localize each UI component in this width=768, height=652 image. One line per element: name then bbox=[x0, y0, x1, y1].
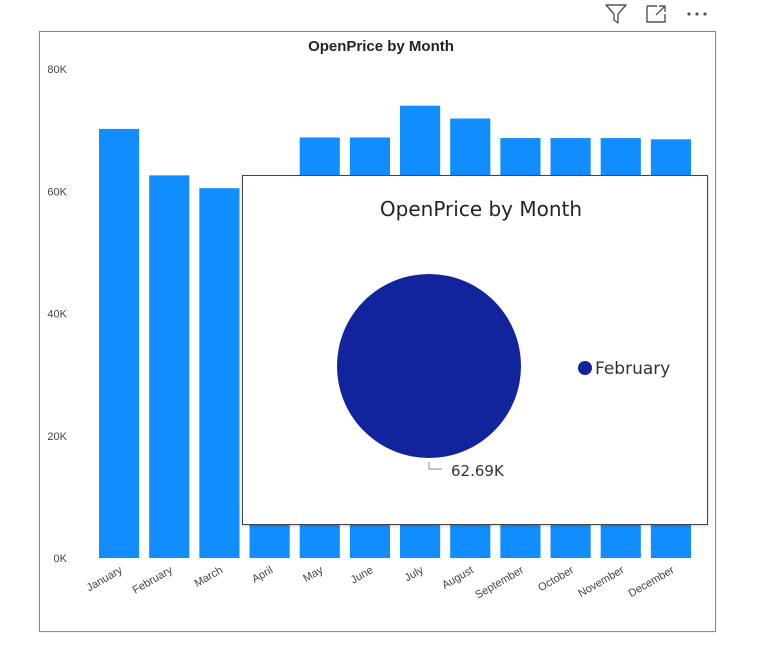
y-tick-label: 40K bbox=[47, 309, 67, 321]
bar-march[interactable] bbox=[199, 188, 240, 558]
y-tick-label: 60K bbox=[47, 186, 67, 198]
y-tick-label: 0K bbox=[54, 553, 68, 565]
y-axis: 0K 20K 40K 60K 80K bbox=[47, 64, 67, 565]
legend-label-february: February bbox=[595, 359, 670, 379]
pie-slice-february[interactable] bbox=[337, 274, 521, 458]
bar-chart-title: OpenPrice by Month bbox=[308, 38, 454, 55]
visual-header-toolbar bbox=[600, 0, 720, 28]
legend-marker-february bbox=[578, 361, 592, 375]
pie-chart-title: OpenPrice by Month bbox=[380, 197, 582, 221]
pie-legend: February bbox=[578, 359, 670, 379]
bar-chart-visual[interactable]: OpenPrice by Month 0K 20K 40K 60K 80K Januar… bbox=[39, 31, 716, 632]
x-tick-label: August bbox=[440, 564, 476, 592]
x-tick-label: December bbox=[626, 564, 676, 600]
pie-series: 62.69K bbox=[337, 274, 521, 480]
x-tick-label: February bbox=[131, 564, 176, 597]
pie-label-leader bbox=[428, 462, 442, 470]
pie-chart-svg: OpenPrice by Month 62.69K February bbox=[337, 197, 670, 480]
x-tick-label: March bbox=[192, 564, 224, 590]
filter-icon[interactable] bbox=[603, 2, 629, 26]
x-tick-label: January bbox=[85, 564, 125, 594]
focus-mode-icon[interactable] bbox=[643, 2, 669, 26]
y-tick-label: 80K bbox=[47, 64, 67, 76]
bar-january[interactable] bbox=[99, 128, 140, 558]
x-tick-label: June bbox=[349, 564, 376, 586]
x-tick-label: November bbox=[576, 564, 626, 600]
x-tick-label: April bbox=[250, 564, 275, 585]
bar-february[interactable] bbox=[149, 175, 190, 559]
pie-data-label: 62.69K bbox=[451, 462, 505, 480]
x-tick-label: October bbox=[536, 564, 576, 594]
x-axis: January February March April May June July Augu… bbox=[85, 564, 677, 602]
x-tick-label: July bbox=[403, 564, 426, 584]
more-options-icon[interactable] bbox=[684, 2, 710, 26]
x-tick-label: May bbox=[301, 564, 325, 585]
x-tick-label: September bbox=[473, 564, 526, 601]
tooltip-pie-card: OpenPrice by Month 62.69K February bbox=[242, 175, 708, 525]
y-tick-label: 20K bbox=[47, 431, 67, 443]
